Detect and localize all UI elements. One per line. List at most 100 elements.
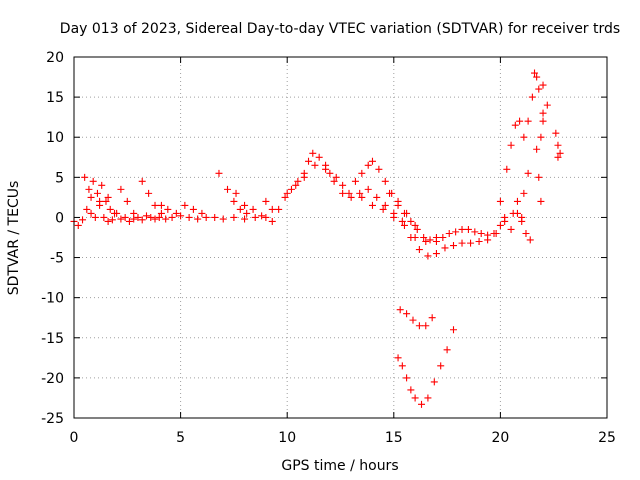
data-point [111, 209, 119, 217]
data-point [219, 215, 227, 223]
data-point [528, 93, 536, 101]
data-point [211, 213, 219, 221]
data-point [413, 225, 421, 233]
data-point [507, 141, 515, 149]
data-point [390, 213, 398, 221]
data-point [526, 236, 534, 244]
data-point [332, 173, 340, 181]
data-point [130, 209, 138, 217]
data-point [554, 153, 562, 161]
data-point [518, 213, 526, 221]
data-point [452, 228, 460, 236]
data-point [96, 197, 104, 205]
data-point [364, 161, 372, 169]
x-axis-label: GPS time / hours [281, 458, 398, 474]
data-point [117, 215, 125, 223]
data-point [292, 181, 300, 189]
data-point [309, 149, 317, 157]
data-point [294, 177, 302, 185]
data-point [496, 197, 504, 205]
data-point [430, 378, 438, 386]
data-point [398, 217, 406, 225]
data-point [287, 185, 295, 193]
data-point [539, 117, 547, 125]
data-point [503, 165, 511, 173]
data-point [418, 400, 426, 408]
y-tick-label: -25 [41, 411, 64, 427]
data-point [458, 239, 466, 247]
y-axis-label: SDTVAR / TECUs [6, 181, 22, 296]
data-point [142, 212, 150, 220]
data-point [224, 185, 232, 193]
data-point [147, 213, 155, 221]
data-point [189, 205, 197, 213]
data-point [151, 201, 159, 209]
data-point [106, 205, 114, 213]
data-point [215, 169, 223, 177]
data-point [400, 221, 408, 229]
data-point [79, 216, 87, 224]
y-axis-tick-labels: 20 15 10 5 0 -5 -10 -15 -20 -25 [41, 50, 64, 427]
data-point [330, 177, 338, 185]
data-point [552, 129, 560, 137]
data-point [386, 189, 394, 197]
data-point [441, 244, 449, 252]
data-point [424, 252, 432, 260]
data-point [157, 209, 165, 217]
data-point [449, 326, 457, 334]
y-tick-label: 5 [55, 170, 64, 186]
data-point [232, 189, 240, 197]
y-tick-label: -5 [50, 251, 64, 267]
data-point [102, 197, 110, 205]
data-point [168, 213, 176, 221]
x-tick-label: 10 [278, 430, 296, 446]
y-tick-label: 20 [46, 50, 64, 66]
data-point [93, 189, 101, 197]
data-point [322, 165, 330, 173]
data-point [241, 215, 249, 223]
data-point [91, 213, 99, 221]
data-point [375, 165, 383, 173]
data-point [162, 215, 170, 223]
data-point [403, 209, 411, 217]
data-point [104, 193, 112, 201]
data-point [373, 193, 381, 201]
data-point [535, 173, 543, 181]
data-point [484, 236, 492, 244]
x-axis-tick-labels: 0 5 10 15 20 25 [70, 430, 616, 446]
data-point [104, 217, 112, 225]
data-point [311, 161, 319, 169]
data-point [356, 189, 364, 197]
y-tick-label: -10 [41, 291, 64, 307]
data-point [516, 117, 524, 125]
data-point [300, 173, 308, 181]
data-point [125, 217, 133, 225]
data-point [134, 213, 142, 221]
data-point [339, 189, 347, 197]
y-tick-label: 0 [55, 210, 64, 226]
data-point [275, 205, 283, 213]
x-tick-label: 5 [176, 430, 185, 446]
data-point [471, 228, 479, 236]
data-point [394, 354, 402, 362]
data-point [230, 197, 238, 205]
data-point [379, 205, 387, 213]
data-point [501, 213, 509, 221]
data-point [522, 229, 530, 237]
data-point [138, 177, 146, 185]
data-point [520, 133, 528, 141]
data-point [315, 153, 323, 161]
data-point [449, 242, 457, 250]
data-point [424, 394, 432, 402]
data-point [358, 169, 366, 177]
data-point [428, 314, 436, 322]
data-point [556, 149, 564, 157]
data-point [439, 234, 447, 241]
data-point [533, 145, 541, 153]
data-point [398, 362, 406, 370]
y-tick-label: 15 [46, 90, 64, 106]
data-point [520, 189, 528, 197]
data-point [420, 234, 428, 241]
data-point [437, 362, 445, 370]
